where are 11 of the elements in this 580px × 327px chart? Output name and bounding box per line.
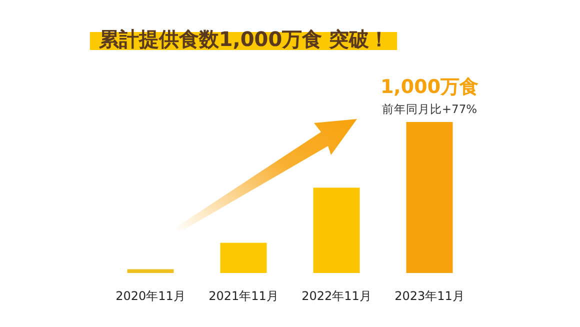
x-tick-label: 2021年11月 — [208, 289, 278, 303]
annotation: 前年同月比+77% — [382, 102, 478, 116]
x-tick-label: 2023年11月 — [394, 289, 464, 303]
x-tick-label: 2020年11月 — [116, 289, 186, 303]
bar — [127, 269, 174, 273]
x-tick-label: 2022年11月 — [302, 289, 372, 303]
bar — [406, 122, 453, 273]
annotation: 1,000万食 — [380, 76, 479, 98]
bar — [313, 188, 360, 273]
chart-title: 累計提供食数1,000万食 突破！ — [98, 27, 390, 51]
bar — [220, 242, 267, 273]
